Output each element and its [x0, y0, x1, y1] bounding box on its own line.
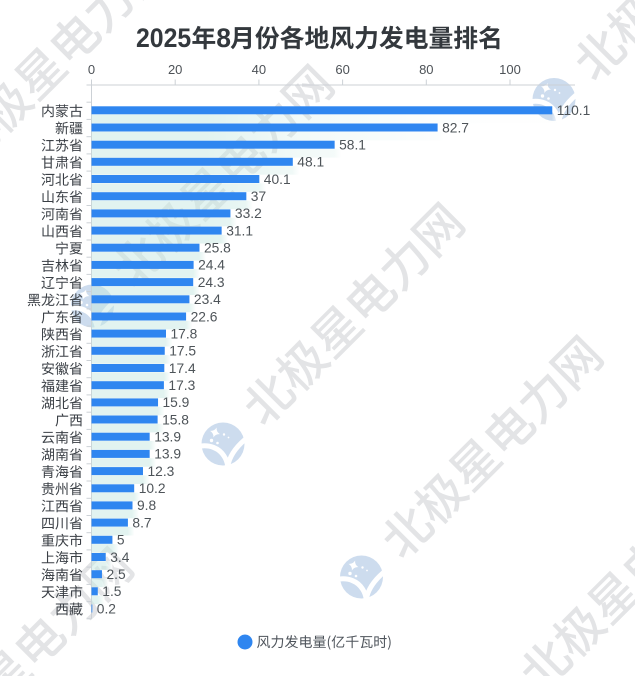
svg-text:12.3: 12.3	[148, 464, 175, 479]
svg-text:22.6: 22.6	[191, 309, 218, 324]
svg-text:2.5: 2.5	[107, 567, 127, 582]
svg-text:2025: 2025	[136, 23, 191, 53]
svg-text:40: 40	[252, 62, 266, 77]
svg-text:15.9: 15.9	[163, 395, 190, 410]
svg-text:17.3: 17.3	[168, 378, 195, 393]
svg-text:23.4: 23.4	[194, 292, 221, 307]
svg-text:10.2: 10.2	[139, 481, 166, 496]
svg-text:20: 20	[168, 62, 182, 77]
svg-text:110.1: 110.1	[557, 103, 591, 118]
svg-text:0: 0	[88, 62, 95, 77]
svg-text:37: 37	[251, 189, 266, 204]
svg-text:13.9: 13.9	[154, 447, 181, 462]
svg-text:13.9: 13.9	[154, 430, 181, 445]
svg-text:58.1: 58.1	[339, 138, 366, 153]
svg-text:100: 100	[499, 62, 521, 77]
svg-text:31.1: 31.1	[226, 223, 253, 238]
svg-text:48.1: 48.1	[297, 155, 324, 170]
svg-text:17.8: 17.8	[171, 326, 198, 341]
svg-text:5: 5	[117, 533, 125, 548]
svg-text:1.5: 1.5	[102, 584, 122, 599]
svg-text:82.7: 82.7	[442, 120, 469, 135]
svg-text:60: 60	[335, 62, 349, 77]
svg-text:25.8: 25.8	[204, 241, 231, 256]
svg-text:33.2: 33.2	[235, 206, 262, 221]
svg-text:3.4: 3.4	[110, 550, 130, 565]
svg-text:17.4: 17.4	[169, 361, 196, 376]
svg-text:9.8: 9.8	[137, 498, 157, 513]
svg-text:17.5: 17.5	[169, 344, 196, 359]
svg-text:24.3: 24.3	[198, 275, 225, 290]
svg-text:15.8: 15.8	[162, 412, 189, 427]
svg-text:8.7: 8.7	[132, 515, 151, 530]
svg-text:40.1: 40.1	[264, 172, 291, 187]
svg-text:80: 80	[419, 62, 433, 77]
svg-text:8: 8	[216, 23, 231, 53]
svg-text:0.2: 0.2	[97, 601, 116, 616]
svg-text:24.4: 24.4	[198, 258, 225, 273]
